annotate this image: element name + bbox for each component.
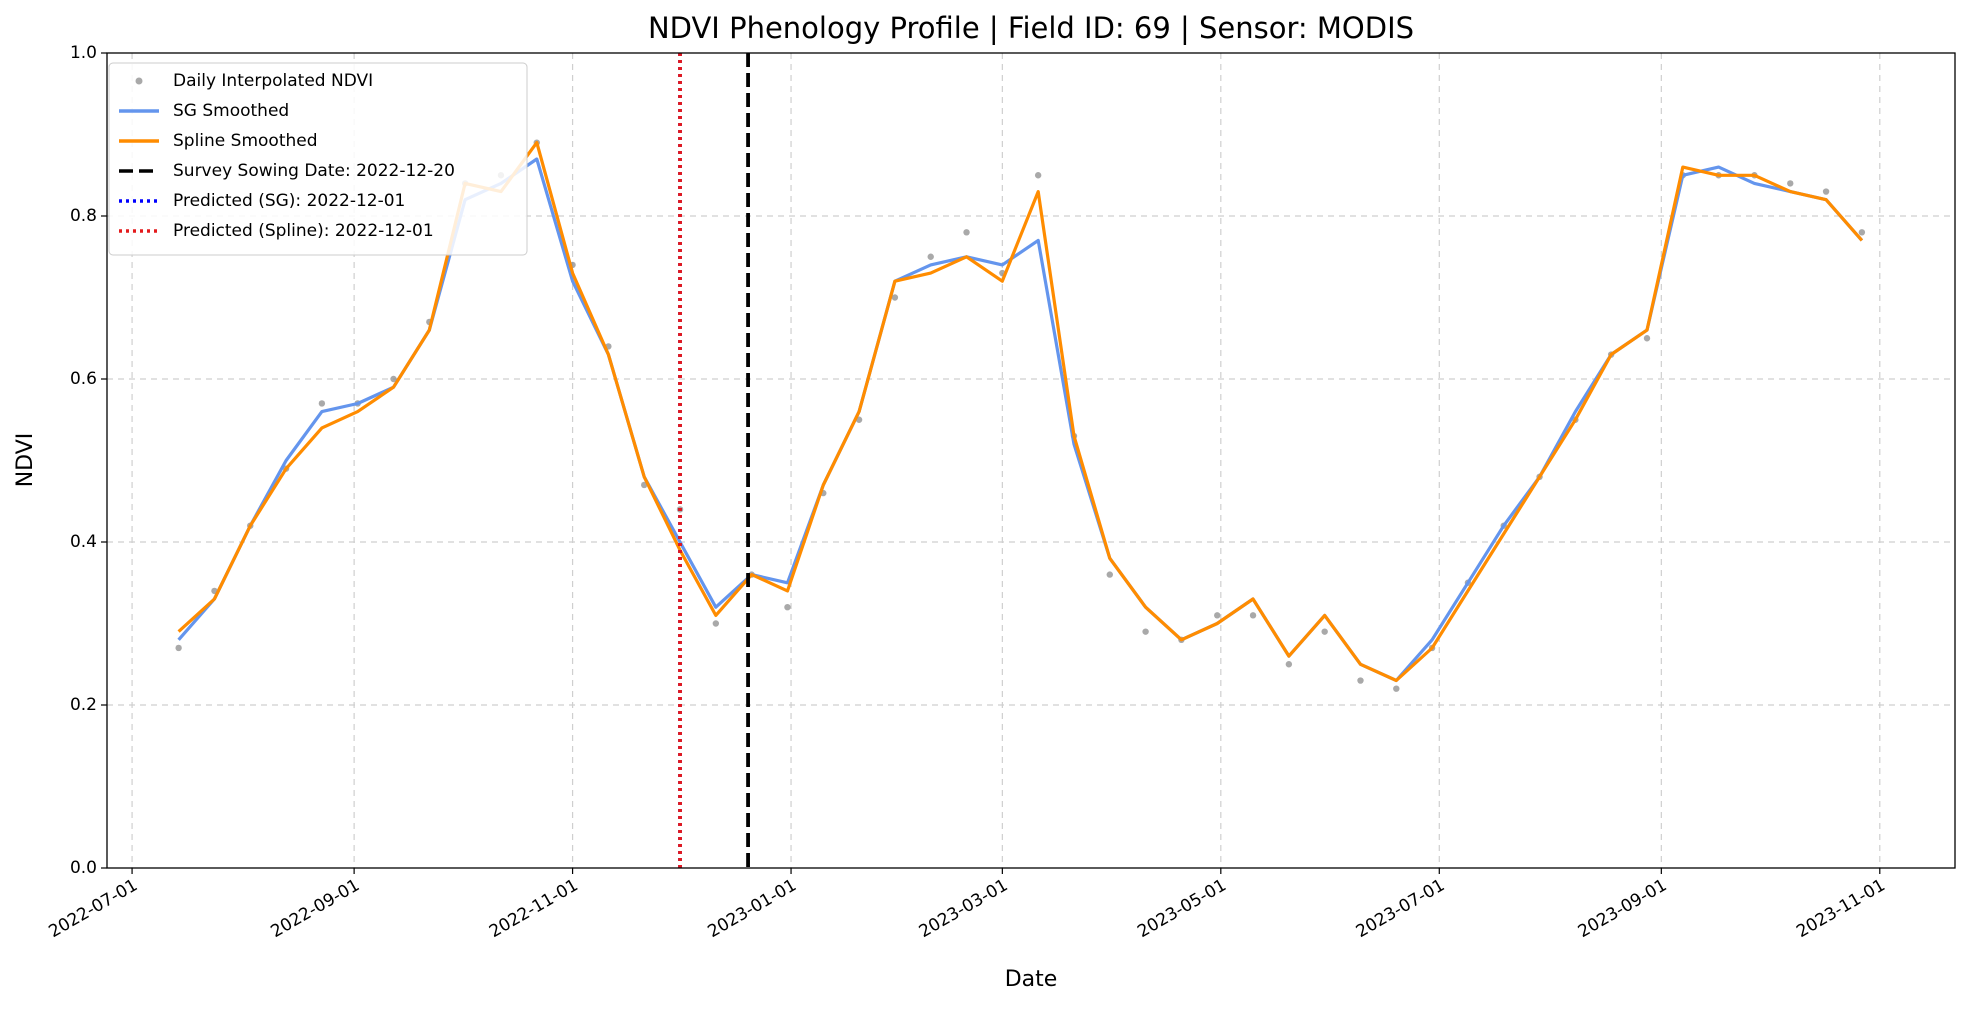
legend-label: Predicted (Spline): 2022-12-01	[173, 221, 434, 241]
data-point	[1249, 612, 1257, 619]
data-point	[1858, 229, 1866, 236]
x-tick-label: 2022-09-01	[268, 875, 364, 942]
plot-frame	[106, 52, 1956, 869]
chart-title: NDVI Phenology Profile | Field ID: 69 | …	[648, 11, 1414, 45]
y-tick-label: 1.0	[70, 43, 97, 63]
data-point	[712, 620, 720, 627]
data-point	[1285, 661, 1293, 668]
data-point	[1393, 685, 1400, 692]
legend-label: Predicted (SG): 2022-12-01	[173, 191, 405, 211]
y-tick-label: 0.2	[70, 695, 97, 715]
data-point	[318, 400, 326, 407]
legend-label: Spline Smoothed	[173, 131, 318, 151]
legend-box	[108, 62, 528, 256]
data-point	[1787, 180, 1794, 187]
y-tick-label: 0.4	[70, 532, 97, 552]
data-point	[927, 253, 934, 260]
data-point	[1357, 677, 1364, 684]
y-tick-label: 0.8	[70, 206, 97, 226]
data-point	[1643, 335, 1651, 342]
x-tick-label: 2023-11-01	[1793, 875, 1889, 942]
x-tick-label: 2023-09-01	[1575, 875, 1671, 942]
x-tick-label: 2022-07-01	[46, 875, 142, 942]
data-point	[1106, 571, 1113, 578]
data-point	[891, 294, 899, 301]
data-point	[963, 229, 970, 236]
data-point	[1214, 612, 1221, 619]
x-tick-label: 2023-03-01	[916, 875, 1012, 942]
data-point	[175, 644, 182, 652]
data-point	[1034, 172, 1042, 179]
y-tick-label: 0.6	[70, 369, 97, 389]
y-axis-label: NDVI	[13, 433, 38, 488]
legend-marker	[135, 77, 143, 85]
data-point	[1822, 188, 1830, 195]
legend-label: SG Smoothed	[173, 101, 289, 121]
x-tick-label: 2022-11-01	[486, 875, 582, 942]
x-tick-label: 2023-05-01	[1134, 875, 1230, 942]
x-tick-label: 2023-07-01	[1353, 875, 1449, 942]
legend-label: Survey Sowing Date: 2022-12-20	[173, 161, 455, 181]
data-point	[1321, 628, 1328, 635]
x-tick-label: 2023-01-01	[704, 875, 800, 942]
data-point	[784, 604, 791, 611]
legend-label: Daily Interpolated NDVI	[173, 71, 373, 91]
y-tick-label: 0.0	[70, 858, 97, 878]
x-axis-label: Date	[1005, 967, 1058, 992]
data-point	[1142, 628, 1149, 635]
data-point	[390, 375, 397, 383]
